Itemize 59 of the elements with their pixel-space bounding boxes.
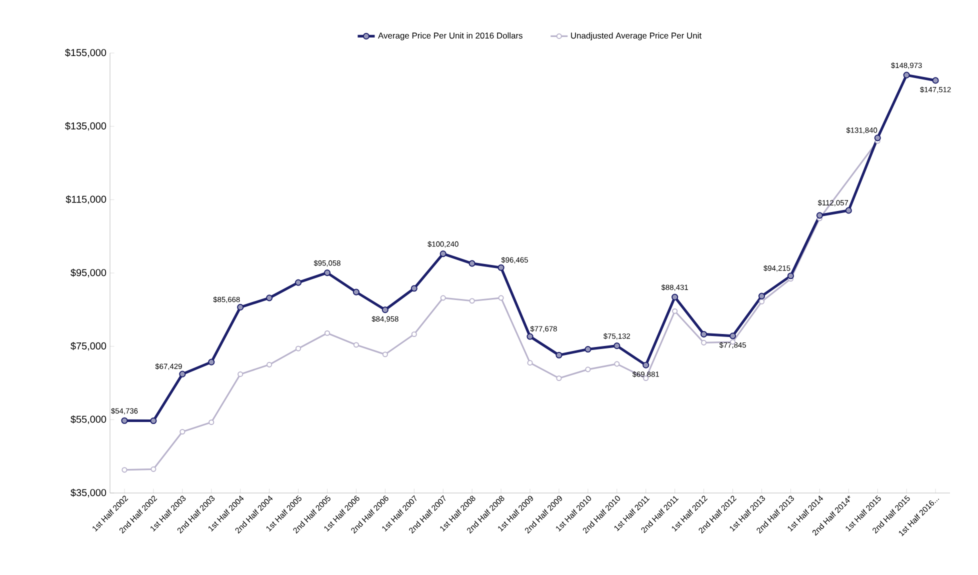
point: [238, 371, 244, 377]
point: [440, 295, 446, 301]
y-tick-label: $115,000: [66, 195, 106, 204]
point: [150, 466, 156, 472]
point: [526, 333, 534, 340]
point: [614, 342, 620, 350]
point: [845, 207, 852, 214]
point: [150, 417, 157, 424]
point: [324, 269, 331, 276]
point: [411, 331, 417, 338]
point: [903, 72, 910, 78]
y-tick-label: $95,000: [70, 268, 106, 278]
point: [208, 358, 215, 366]
point: [556, 352, 562, 358]
point: [353, 342, 359, 348]
point: [498, 295, 504, 301]
point: [180, 428, 186, 435]
point: [410, 285, 418, 292]
point: [468, 260, 476, 267]
point: [382, 352, 388, 358]
point: [469, 298, 475, 304]
y-tick-label: $155,000: [65, 48, 106, 58]
point: [382, 306, 388, 314]
point: [237, 304, 244, 311]
point: [121, 417, 128, 424]
point: [700, 330, 708, 338]
point: [295, 346, 302, 352]
point: [122, 467, 128, 473]
point: [324, 330, 330, 336]
y-tick-label: $55,000: [70, 415, 106, 424]
point: [729, 332, 736, 340]
point: [556, 375, 562, 382]
point: [701, 340, 707, 346]
point: [672, 294, 678, 300]
point: [758, 298, 765, 304]
legend-label: Unadjusted Average Price Per Unit: [571, 32, 702, 40]
y-tick-label: $35,000: [70, 488, 106, 498]
point: [787, 272, 794, 280]
point: [614, 361, 620, 367]
point: [527, 360, 533, 366]
point: [266, 294, 273, 302]
point: [758, 292, 766, 300]
legend-label: Average Price Per Unit in 2016 Dollars: [378, 32, 522, 40]
point: [498, 264, 504, 271]
point: [874, 134, 881, 142]
point: [352, 288, 360, 296]
point: [816, 212, 823, 219]
point: [932, 77, 939, 84]
y-tick-label: $135,000: [65, 122, 106, 131]
point: [585, 366, 591, 372]
point: [440, 250, 446, 258]
point: [179, 370, 186, 378]
point: [266, 362, 272, 368]
point: [642, 362, 650, 368]
point: [294, 279, 302, 286]
point: [208, 419, 214, 426]
point: [672, 308, 678, 314]
point: [584, 346, 592, 353]
y-tick-label: $75,000: [70, 342, 106, 351]
